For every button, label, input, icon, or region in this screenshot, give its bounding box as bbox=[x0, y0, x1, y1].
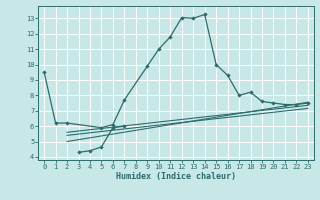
X-axis label: Humidex (Indice chaleur): Humidex (Indice chaleur) bbox=[116, 172, 236, 181]
